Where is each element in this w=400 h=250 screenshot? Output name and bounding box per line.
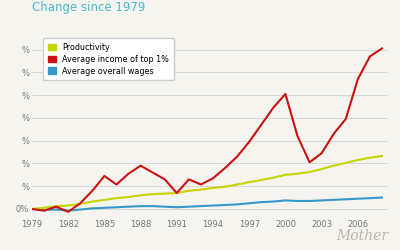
- Text: Mother: Mother: [336, 228, 388, 242]
- Legend: Productivity, Average income of top 1%, Average overall wages: Productivity, Average income of top 1%, …: [43, 38, 174, 80]
- Text: Change since 1979: Change since 1979: [32, 1, 145, 14]
